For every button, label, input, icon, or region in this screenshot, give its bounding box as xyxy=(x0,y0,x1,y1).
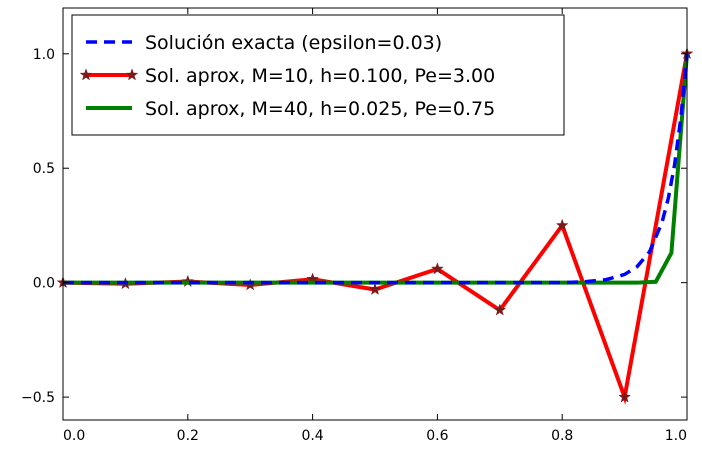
series-2-point xyxy=(368,282,382,296)
series-line-1 xyxy=(63,53,689,285)
series-2-point xyxy=(555,218,569,231)
legend-label-1: Solución exacta (epsilon=0.03) xyxy=(145,32,442,54)
plot-area-frame xyxy=(62,7,688,421)
x-tick-label: 0.8 xyxy=(551,428,573,444)
series-layer xyxy=(56,47,694,405)
x-tick-label: 1.0 xyxy=(665,428,687,444)
y-tick-label: 1.0 xyxy=(33,47,55,63)
x-tick-label: 0.2 xyxy=(177,428,199,444)
legend-label-3: Sol. aprox, M=40, h=0.025, Pe=0.75 xyxy=(145,98,495,120)
y-tick-label: 0.5 xyxy=(33,161,55,177)
y-tick-label: −0.5 xyxy=(21,390,55,406)
axis-ticks: 0.0 0.2 0.4 0.6 0.8 1.0 −0.5 0.0 0.5 1.0 xyxy=(21,8,688,444)
legend-marker xyxy=(79,68,93,81)
series-2-point xyxy=(618,390,632,403)
legend-marker xyxy=(125,68,139,81)
x-tick-label: 0.4 xyxy=(301,428,323,444)
y-tick-label: 0.0 xyxy=(33,276,55,292)
legend-label-2: Sol. aprox, M=10, h=0.100, Pe=3.00 xyxy=(145,65,495,87)
series-2-point xyxy=(430,262,444,275)
x-tick-label: 0.0 xyxy=(63,428,85,444)
legend: Solución exacta (epsilon=0.03) Sol. aprox… xyxy=(71,14,565,136)
series-2-point xyxy=(493,303,507,316)
x-tick-label: 0.6 xyxy=(426,428,448,444)
legend-box xyxy=(71,14,565,136)
